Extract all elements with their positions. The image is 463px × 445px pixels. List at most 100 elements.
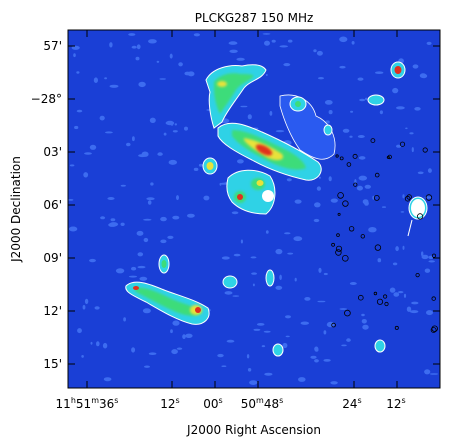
noise-speckle bbox=[109, 84, 119, 88]
negative-contour bbox=[335, 245, 343, 252]
noise-speckle bbox=[364, 184, 371, 189]
noise-speckle bbox=[339, 308, 348, 310]
negative-contour bbox=[431, 325, 438, 332]
negative-contour bbox=[431, 296, 436, 301]
y-tick-label: −28° bbox=[31, 92, 62, 106]
negative-contour bbox=[386, 155, 390, 159]
noise-speckle bbox=[368, 227, 377, 233]
noise-speckle bbox=[330, 198, 338, 203]
noise-speckle bbox=[247, 368, 252, 372]
noise-speckle bbox=[233, 253, 241, 257]
noise-speckle bbox=[287, 252, 294, 255]
lower-left-source bbox=[125, 281, 210, 325]
noise-speckle bbox=[294, 199, 302, 204]
noise-speckle bbox=[339, 36, 348, 43]
negative-contour bbox=[416, 213, 424, 220]
noise-speckle bbox=[193, 33, 200, 37]
x-tick-label: 50m48s bbox=[241, 396, 284, 411]
noise-speckle bbox=[156, 60, 160, 63]
noise-speckle bbox=[76, 71, 80, 74]
noise-speckle bbox=[402, 245, 405, 250]
noise-speckle bbox=[262, 33, 271, 35]
noise-speckle bbox=[146, 197, 155, 201]
noise-speckle bbox=[264, 372, 273, 376]
noise-speckle bbox=[120, 184, 126, 187]
negative-contour bbox=[394, 325, 399, 330]
noise-speckle bbox=[279, 274, 282, 280]
noise-speckle bbox=[219, 182, 222, 186]
noise-speckle bbox=[137, 252, 144, 257]
negative-contour bbox=[336, 233, 340, 237]
noise-speckle bbox=[349, 135, 353, 138]
noise-speckle bbox=[419, 73, 427, 79]
noise-speckle bbox=[247, 114, 252, 120]
noise-speckle bbox=[89, 258, 96, 263]
y-tick-label: 09' bbox=[43, 251, 62, 265]
x-axis-label: J2000 Right Ascension bbox=[186, 423, 321, 437]
noise-speckle bbox=[283, 63, 291, 67]
noise-speckle bbox=[104, 77, 107, 80]
noise-speckle bbox=[317, 300, 326, 303]
noise-speckle bbox=[84, 298, 89, 305]
noise-speckle bbox=[381, 206, 387, 208]
noise-speckle bbox=[169, 53, 173, 59]
negative-contour bbox=[406, 194, 412, 200]
noise-speckle bbox=[187, 213, 195, 218]
noise-speckle bbox=[417, 171, 424, 175]
noise-speckle bbox=[414, 107, 421, 111]
x-tick-label: 00s bbox=[203, 396, 222, 411]
noise-speckle bbox=[402, 194, 405, 199]
noise-speckle bbox=[285, 315, 291, 319]
noise-speckle bbox=[358, 156, 366, 160]
noise-speckle bbox=[393, 292, 400, 297]
negative-contours bbox=[331, 138, 438, 333]
negative-contour bbox=[337, 192, 344, 199]
compact-sources bbox=[158, 61, 428, 357]
noise-speckle bbox=[310, 355, 317, 359]
noise-speckle bbox=[411, 147, 414, 153]
noise-speckle bbox=[135, 56, 140, 61]
noise-speckle bbox=[341, 344, 347, 347]
y-tick-label: 12' bbox=[43, 304, 62, 318]
noise-speckle bbox=[203, 195, 210, 201]
noise-speckle bbox=[109, 42, 113, 48]
noise-speckle bbox=[316, 50, 323, 56]
noise-speckle bbox=[137, 265, 146, 269]
negative-contour bbox=[374, 244, 382, 251]
negative-contour bbox=[373, 194, 380, 201]
y-axis-label: J2000 Declination bbox=[9, 156, 23, 263]
noise-speckle bbox=[314, 359, 319, 363]
noise-speckle bbox=[324, 100, 333, 105]
noise-speckle bbox=[100, 216, 106, 220]
noise-speckle bbox=[128, 33, 136, 36]
noise-speckle bbox=[115, 268, 125, 274]
noise-speckle bbox=[372, 195, 375, 200]
noise-speckle bbox=[81, 355, 84, 358]
noise-speckle bbox=[77, 328, 82, 334]
noise-speckle bbox=[356, 185, 363, 191]
noise-speckle bbox=[361, 313, 365, 317]
noise-speckle bbox=[82, 305, 86, 310]
noise-speckle bbox=[185, 333, 193, 338]
noise-speckle bbox=[159, 78, 166, 80]
noise-speckle bbox=[263, 330, 271, 333]
noise-speckle bbox=[246, 354, 250, 359]
noise-speckle bbox=[249, 380, 258, 385]
noise-speckle bbox=[226, 339, 235, 343]
noise-speckle bbox=[392, 87, 399, 94]
noise-speckle bbox=[236, 57, 245, 61]
noise-speckle bbox=[275, 285, 283, 290]
noise-speckle bbox=[187, 71, 195, 77]
y-tick-label: 03' bbox=[43, 145, 62, 159]
noise-speckle bbox=[228, 41, 238, 45]
noise-speckles bbox=[68, 33, 439, 385]
noise-speckle bbox=[326, 321, 335, 328]
noise-speckle bbox=[293, 236, 303, 242]
noise-speckle bbox=[316, 186, 321, 191]
noise-speckle bbox=[426, 310, 433, 316]
noise-speckle bbox=[231, 211, 239, 215]
noise-speckle bbox=[141, 151, 149, 157]
noise-speckle bbox=[400, 211, 405, 213]
noise-speckle bbox=[240, 105, 248, 108]
noise-speckle bbox=[107, 197, 115, 200]
